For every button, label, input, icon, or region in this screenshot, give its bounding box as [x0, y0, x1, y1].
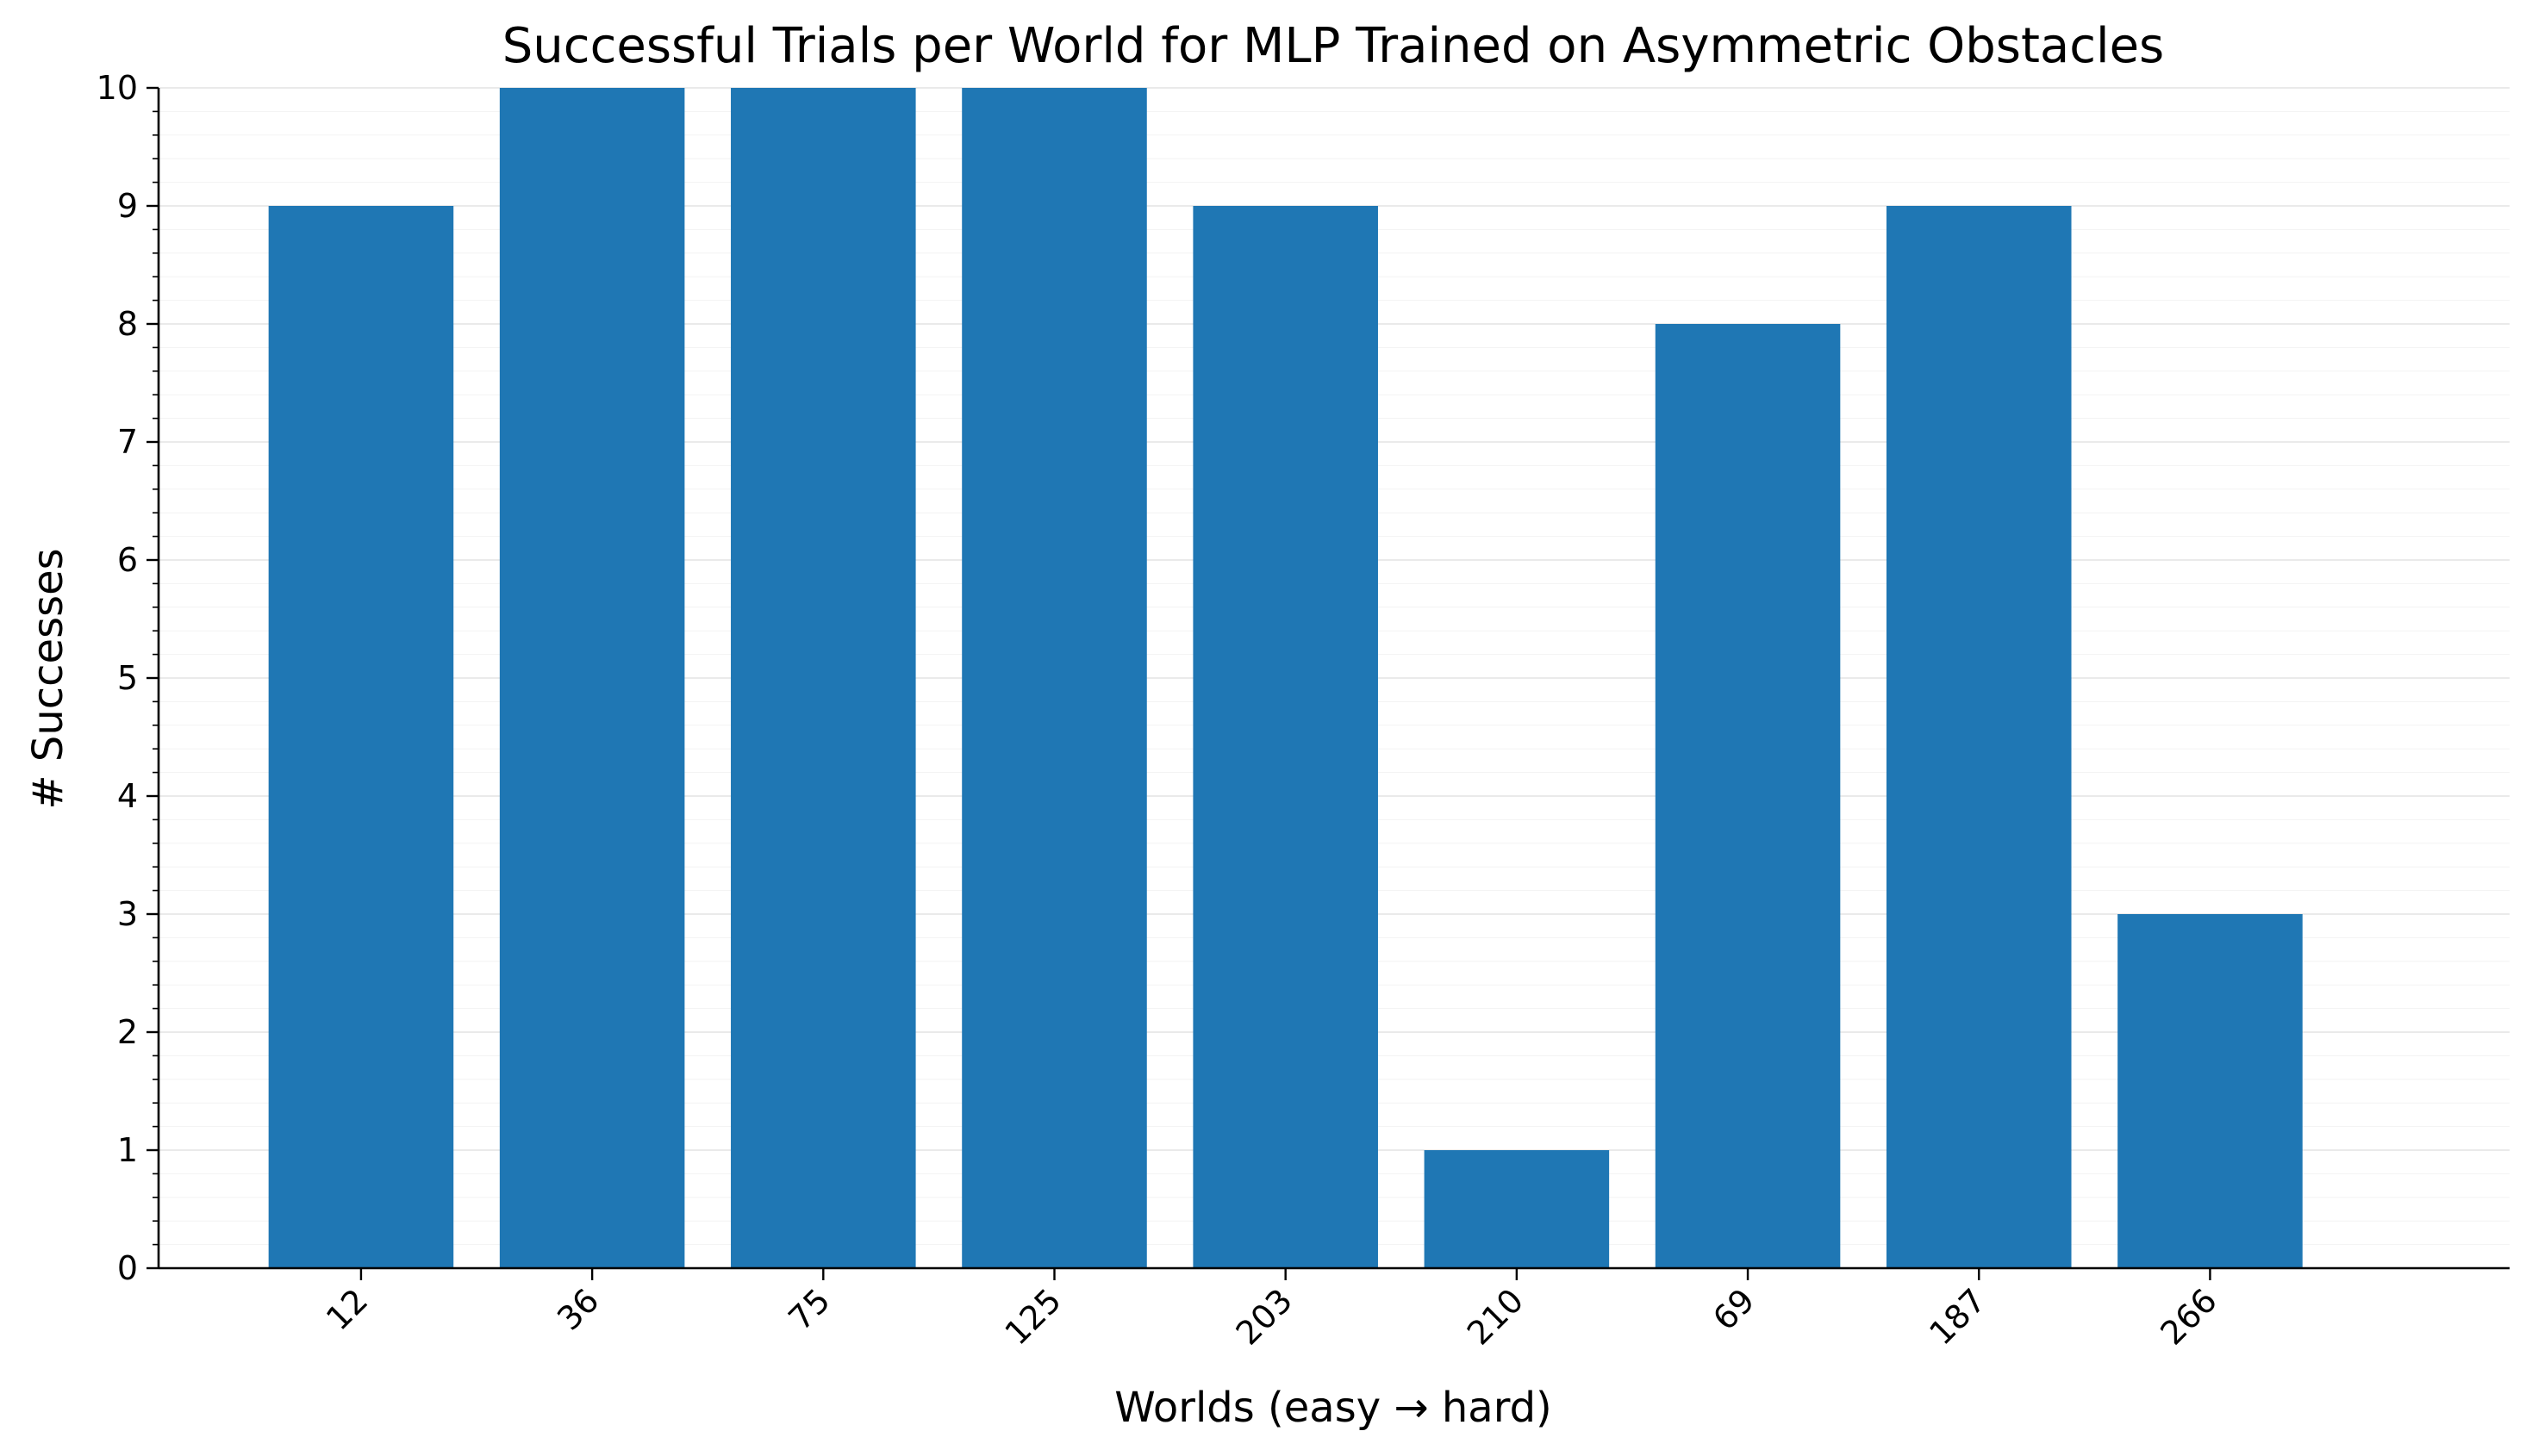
x-tick-label: 125 [997, 1281, 1068, 1352]
y-tick-label: 6 [117, 541, 138, 579]
bar-266 [2117, 914, 2303, 1268]
x-tick-label: 69 [1706, 1281, 1762, 1337]
x-axis-label: Worlds (easy → hard) [1114, 1384, 1552, 1432]
bar-125 [962, 88, 1147, 1268]
y-tick-label: 10 [97, 69, 138, 107]
bar-36 [499, 88, 685, 1268]
chart-title: Successful Trials per World for MLP Trai… [502, 18, 2164, 74]
x-tick-label: 203 [1229, 1281, 1300, 1352]
y-tick-label: 9 [117, 187, 138, 225]
y-tick-label: 7 [117, 423, 138, 461]
y-axis-label: # Successes [24, 548, 72, 809]
y-tick-label: 4 [117, 777, 138, 815]
y-tick-label: 8 [117, 305, 138, 343]
bar-12 [268, 206, 454, 1268]
x-tick-label: 75 [781, 1281, 837, 1337]
bar-210 [1424, 1150, 1610, 1268]
y-tick-label: 1 [117, 1131, 138, 1169]
y-tick-label: 5 [117, 659, 138, 697]
x-tick-label: 12 [319, 1281, 375, 1337]
bars [268, 88, 2303, 1268]
bar-203 [1193, 206, 1378, 1268]
x-tick-label: 266 [2153, 1281, 2223, 1352]
x-tick-label: 36 [550, 1281, 606, 1337]
bar-75 [731, 88, 916, 1268]
x-tick-label: 210 [1460, 1281, 1531, 1352]
x-tick-label: 187 [1922, 1281, 1993, 1352]
bar-69 [1655, 324, 1841, 1268]
bar-187 [1886, 206, 2072, 1268]
y-tick-label: 0 [117, 1249, 138, 1287]
y-tick-label: 3 [117, 895, 138, 933]
y-tick-label: 2 [117, 1013, 138, 1051]
